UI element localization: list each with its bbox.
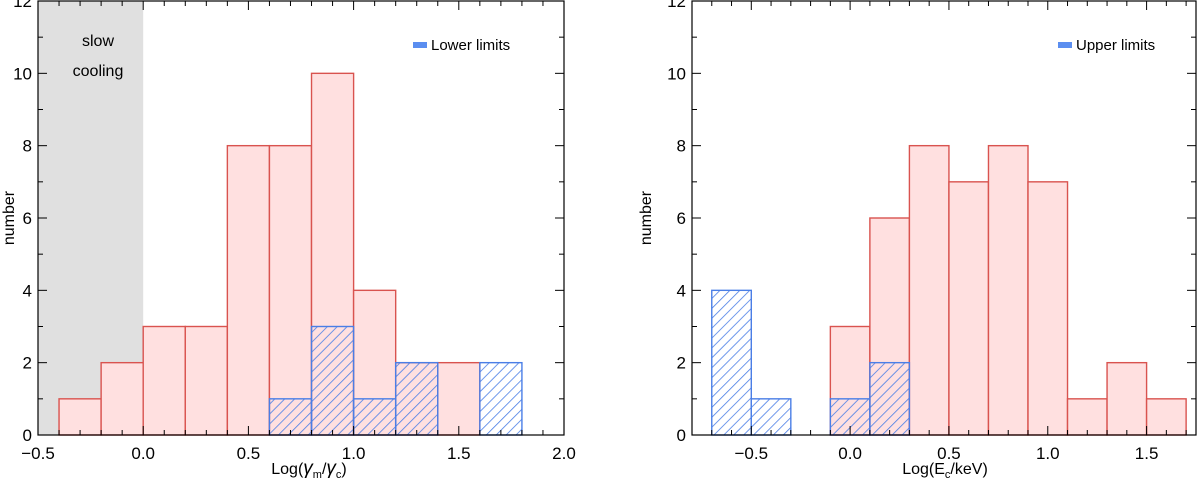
right-x-tick-label-4: 1.5 (1135, 444, 1159, 463)
left-x-tick-label-1: 0.0 (131, 444, 155, 463)
left-y-tick-label-2: 4 (23, 281, 32, 300)
left-legend-swatch (413, 42, 427, 48)
left-hist-bar-4 (226, 144, 271, 436)
right-hist-bar-2 (908, 144, 950, 436)
right-y-axis-label: number (638, 190, 655, 245)
right-y-tick-label-2: 4 (677, 281, 686, 300)
right-hist-bar-3 (948, 181, 990, 436)
right-hist-bar-4 (987, 144, 1029, 436)
left-histogram-panel: −0.5 0.0 0.5 1.0 1.5 2.0 0 2 4 6 8 10 12 slow coolin… (1, 0, 576, 481)
left-region-label-line2: cooling (73, 63, 124, 80)
right-y-tick-label-4: 8 (677, 137, 686, 156)
left-y-tick-label-0: 0 (23, 426, 32, 445)
left-y-tick-label-6: 12 (13, 0, 32, 11)
left-plot-frame (37, 0, 565, 436)
right-histogram-panel: −0.5 0.0 0.5 1.0 1.5 0 2 4 6 8 10 12 Upper limits n… (638, 0, 1197, 481)
right-limit-bar-1 (750, 398, 792, 436)
left-y-tick-label-4: 8 (23, 137, 32, 156)
left-limit-bar-2 (352, 398, 397, 436)
left-limit-bar-4 (479, 361, 523, 436)
left-limit-bar-1 (310, 325, 355, 436)
right-y-tick-label-0: 0 (677, 426, 686, 445)
right-limit-bar-0 (711, 289, 752, 436)
left-x-axis-label: Log(γm/γc) (271, 458, 346, 481)
left-hist-bar-0 (58, 398, 102, 436)
left-y-axis-label: number (1, 190, 18, 245)
left-y-tick-label-3: 6 (23, 209, 32, 228)
right-hist-bar-5 (1027, 181, 1069, 436)
right-legend-label: Upper limits (1076, 37, 1155, 54)
left-x-tick-label-0: −0.5 (21, 444, 55, 463)
right-legend-swatch (1058, 42, 1072, 48)
right-x-tick-label-1: 0.0 (838, 444, 862, 463)
right-hist-bar-6 (1066, 398, 1108, 436)
right-hist-bar-8 (1145, 398, 1187, 436)
right-limit-bar-3 (869, 361, 911, 436)
left-x-tick-label-5: 2.0 (552, 444, 576, 463)
left-limit-bar-3 (394, 361, 439, 436)
left-x-tick-label-2: 0.5 (237, 444, 261, 463)
left-hist-bar-5 (268, 144, 313, 436)
left-hist-bar-9 (437, 361, 481, 436)
left-hist-bar-2 (142, 325, 186, 436)
left-x-tick-label-4: 1.5 (447, 444, 471, 463)
left-y-tick-label-5: 10 (13, 64, 32, 83)
right-x-tick-label-2: 0.5 (937, 444, 961, 463)
left-legend-label: Lower limits (431, 37, 510, 54)
right-x-axis-label: Log(Ec/keV) (902, 461, 988, 481)
right-plot-frame (691, 0, 1197, 436)
right-y-tick-label-3: 6 (677, 209, 686, 228)
left-region-label-line1: slow (82, 33, 114, 50)
left-x-tick-label-3: 1.0 (342, 444, 366, 463)
left-hist-bar-1 (100, 361, 144, 436)
right-y-tick-label-1: 2 (677, 354, 686, 373)
right-hist-bar-7 (1106, 361, 1148, 436)
right-x-tick-label-0: −0.5 (735, 444, 769, 463)
right-y-tick-label-6: 12 (667, 0, 686, 11)
right-x-tick-label-3: 1.0 (1036, 444, 1060, 463)
left-limit-bar-0 (268, 398, 313, 436)
left-hist-bar-3 (184, 325, 229, 436)
right-y-tick-label-5: 10 (667, 64, 686, 83)
left-y-tick-label-1: 2 (23, 354, 32, 373)
